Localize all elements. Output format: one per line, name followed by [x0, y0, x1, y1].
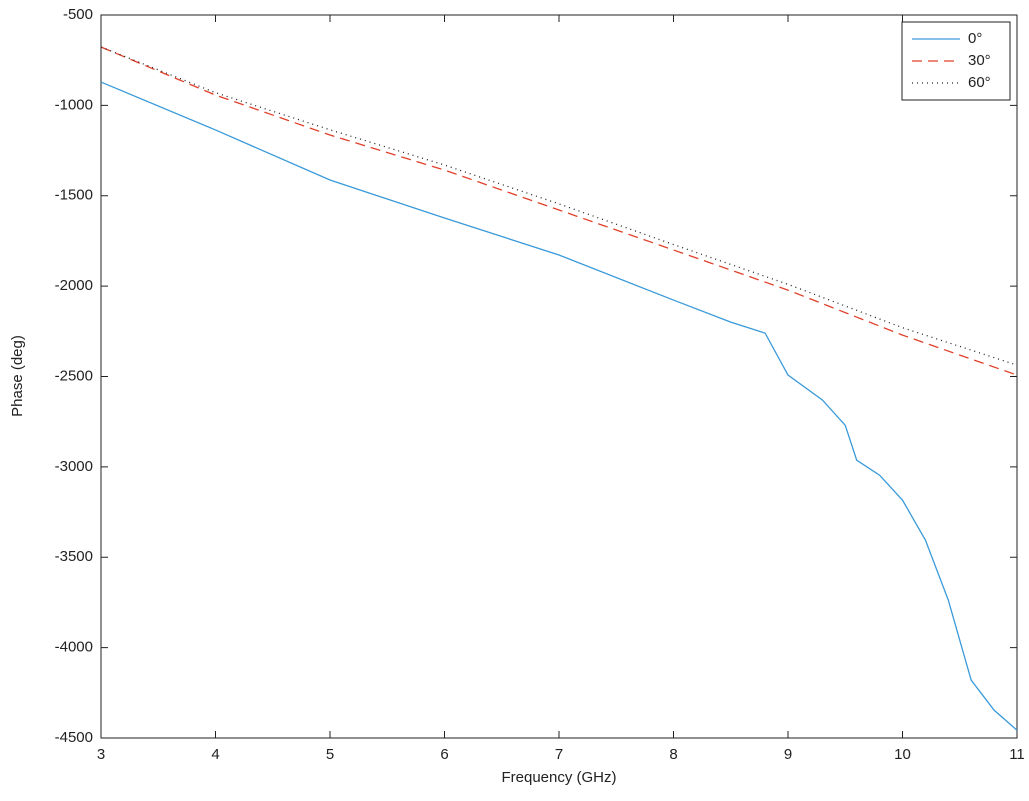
y-tick-label: -2500	[55, 367, 93, 384]
data-line	[100, 46, 1018, 376]
x-tick-label: 3	[97, 746, 105, 763]
data-line	[100, 81, 1018, 731]
x-tick-label: 10	[894, 746, 911, 763]
x-tick-label: 8	[669, 746, 677, 763]
legend-label: 30°	[968, 52, 991, 69]
data-line	[100, 46, 1018, 366]
plot-frame	[100, 14, 1018, 739]
y-tick-label: -2000	[55, 277, 93, 294]
y-tick-label: -500	[63, 6, 93, 23]
legend-label: 60°	[968, 74, 991, 91]
x-tick-label: 7	[555, 746, 563, 763]
x-tick-label: 5	[326, 746, 334, 763]
x-tick-label: 4	[211, 746, 219, 763]
y-tick-label: -4000	[55, 639, 93, 656]
x-axis-label: Frequency (GHz)	[501, 769, 616, 786]
legend-label: 0°	[968, 30, 982, 47]
x-tick-label: 11	[1009, 746, 1025, 763]
y-tick-label: -3000	[55, 458, 93, 475]
y-tick-label: -4500	[55, 729, 93, 746]
y-tick-label: -3500	[55, 548, 93, 565]
y-tick-label: -1500	[55, 187, 93, 204]
x-tick-label: 6	[440, 746, 448, 763]
y-axis-label: Phase (deg)	[9, 335, 26, 417]
x-tick-label: 9	[784, 746, 792, 763]
y-tick-label: -1000	[55, 96, 93, 113]
